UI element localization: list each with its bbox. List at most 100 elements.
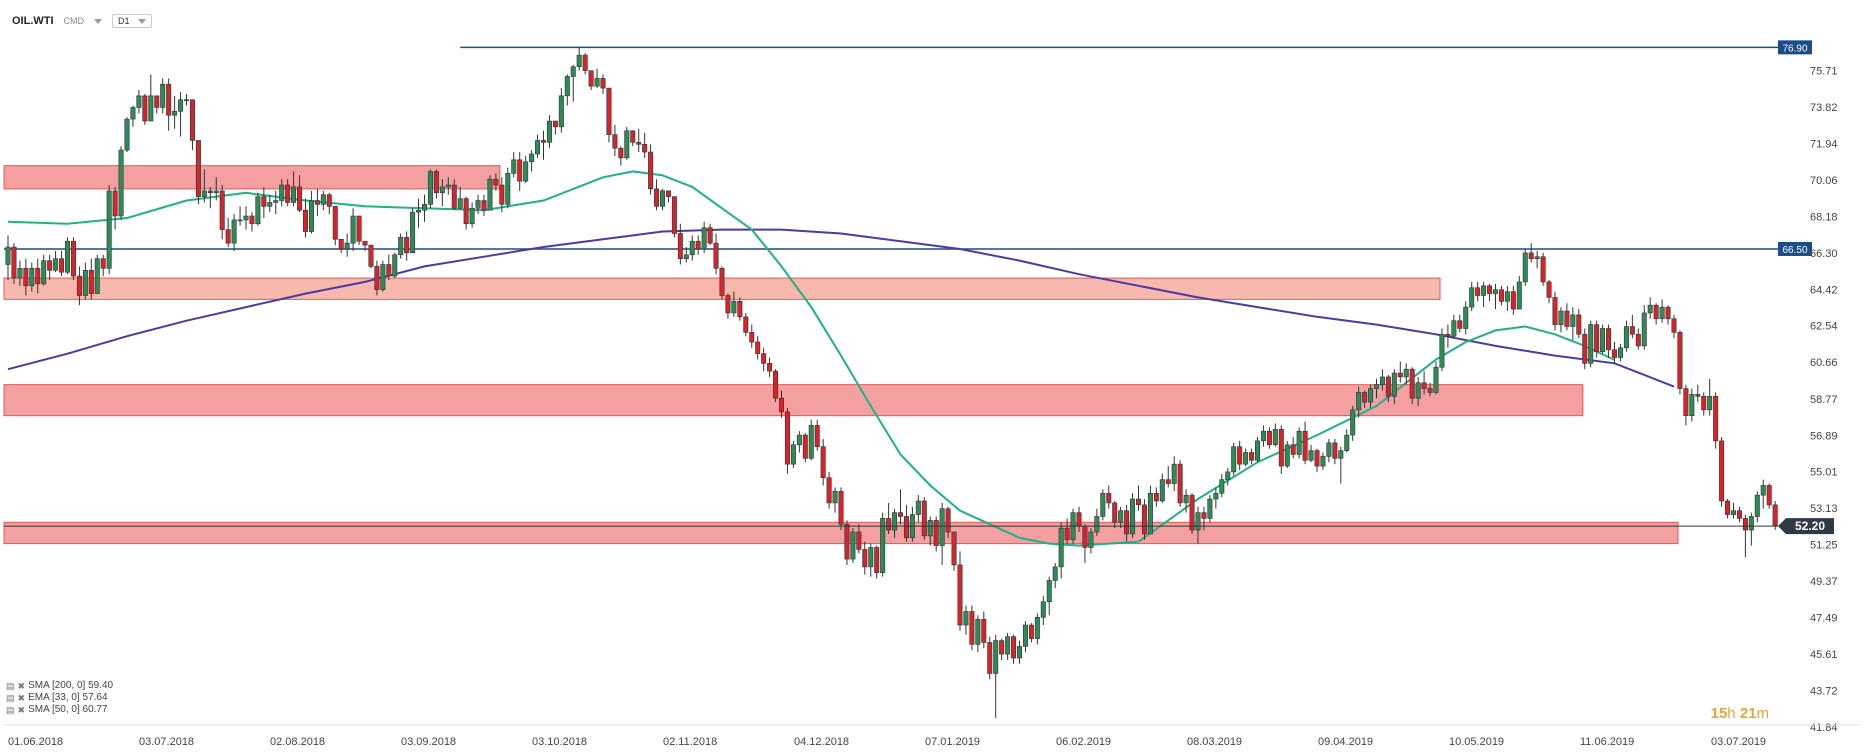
candle[interactable] (481, 194, 487, 217)
candle[interactable] (487, 175, 493, 211)
candle[interactable] (1582, 328, 1588, 370)
candle[interactable] (82, 262, 88, 300)
candle[interactable] (1320, 452, 1326, 470)
candle[interactable] (1731, 502, 1737, 519)
candle[interactable] (1088, 528, 1094, 554)
candle[interactable] (1493, 283, 1499, 310)
candle[interactable] (1016, 640, 1022, 664)
candle[interactable] (142, 93, 148, 125)
candle[interactable] (903, 504, 909, 542)
candle[interactable] (749, 324, 755, 348)
candle[interactable] (1100, 489, 1106, 521)
candle[interactable] (600, 74, 606, 94)
candle[interactable] (701, 221, 707, 253)
candle[interactable] (820, 438, 826, 486)
candle[interactable] (1046, 576, 1052, 616)
settings-icon[interactable]: ▤ (6, 681, 15, 691)
candle[interactable] (1760, 479, 1766, 509)
candle[interactable] (1040, 595, 1046, 626)
candle[interactable] (29, 262, 35, 292)
candle[interactable] (654, 179, 660, 211)
candle[interactable] (1255, 437, 1261, 463)
candle[interactable] (207, 186, 213, 209)
candle[interactable] (1011, 634, 1017, 664)
candle[interactable] (1213, 487, 1219, 509)
candle[interactable] (88, 258, 94, 300)
candle[interactable] (59, 250, 65, 277)
candle[interactable] (1606, 324, 1612, 358)
candle[interactable] (410, 208, 416, 254)
candle[interactable] (1534, 250, 1540, 269)
candle[interactable] (1171, 456, 1177, 492)
timeframe-select[interactable]: D1 (112, 14, 152, 28)
candle[interactable] (148, 74, 154, 122)
candle[interactable] (76, 266, 82, 306)
candle[interactable] (969, 605, 975, 651)
candle[interactable] (1588, 320, 1594, 368)
candle[interactable] (933, 516, 939, 552)
candle[interactable] (1617, 343, 1623, 362)
candle[interactable] (957, 551, 963, 631)
candle[interactable] (1153, 487, 1159, 507)
candle[interactable] (1409, 367, 1415, 405)
candle[interactable] (362, 240, 368, 251)
close-icon[interactable]: ✖ (17, 681, 26, 691)
candle[interactable] (302, 198, 308, 238)
candle[interactable] (1391, 369, 1397, 405)
candle[interactable] (201, 169, 207, 203)
candle[interactable] (517, 152, 523, 191)
candle[interactable] (784, 407, 790, 474)
candle[interactable] (981, 611, 987, 649)
candle[interactable] (773, 369, 779, 403)
candle[interactable] (1034, 613, 1040, 645)
candle[interactable] (1231, 442, 1237, 476)
candle[interactable] (35, 258, 41, 294)
candle[interactable] (636, 128, 642, 153)
candle[interactable] (433, 169, 439, 199)
candle[interactable] (808, 419, 814, 461)
candle[interactable] (796, 431, 802, 453)
candle[interactable] (975, 615, 981, 653)
candle[interactable] (1260, 425, 1266, 447)
candle[interactable] (529, 150, 535, 172)
candle[interactable] (112, 186, 118, 230)
candle[interactable] (540, 130, 546, 160)
candle[interactable] (189, 99, 195, 151)
candle[interactable] (778, 390, 784, 418)
candle[interactable] (1219, 473, 1225, 498)
candle[interactable] (261, 186, 267, 218)
candle[interactable] (1659, 299, 1665, 323)
candle[interactable] (1683, 384, 1689, 426)
candle[interactable] (1748, 512, 1754, 546)
candle[interactable] (421, 194, 427, 222)
candle[interactable] (493, 173, 499, 191)
candle[interactable] (1308, 444, 1314, 463)
candle[interactable] (1576, 309, 1582, 339)
candle[interactable] (594, 68, 600, 89)
candle[interactable] (737, 297, 743, 321)
candle[interactable] (999, 638, 1005, 660)
candle[interactable] (1736, 506, 1742, 523)
candle[interactable] (1742, 514, 1748, 558)
candle[interactable] (826, 471, 832, 509)
candle[interactable] (1653, 303, 1659, 325)
candle[interactable] (439, 179, 445, 207)
candle[interactable] (1564, 303, 1570, 331)
settings-icon[interactable]: ▤ (6, 693, 15, 703)
candle[interactable] (862, 541, 868, 575)
candle[interactable] (94, 254, 100, 294)
candle[interactable] (273, 190, 279, 215)
candle[interactable] (1189, 493, 1195, 534)
candle[interactable] (1368, 384, 1374, 408)
candle[interactable] (1546, 279, 1552, 304)
candle[interactable] (648, 144, 654, 195)
candle[interactable] (308, 190, 314, 234)
candle[interactable] (130, 105, 136, 127)
candle[interactable] (1403, 363, 1409, 385)
candle[interactable] (665, 190, 671, 203)
candle[interactable] (1314, 448, 1320, 472)
candle[interactable] (1302, 421, 1308, 465)
candle[interactable] (255, 192, 261, 226)
close-icon[interactable]: ✖ (17, 705, 26, 715)
candle[interactable] (326, 192, 332, 215)
